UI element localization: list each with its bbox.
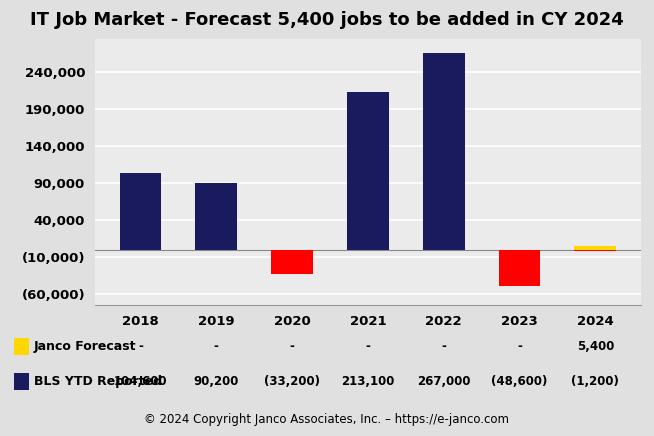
- Bar: [574, 246, 616, 250]
- Text: (1,200): (1,200): [572, 375, 619, 388]
- Text: 267,000: 267,000: [417, 375, 470, 388]
- Text: -: -: [138, 340, 143, 353]
- Bar: [271, 250, 313, 274]
- Text: IT Job Market - Forecast 5,400 jobs to be added in CY 2024: IT Job Market - Forecast 5,400 jobs to b…: [30, 11, 624, 29]
- Text: -: -: [290, 340, 294, 353]
- Bar: [196, 183, 237, 250]
- Text: (33,200): (33,200): [264, 375, 320, 388]
- Bar: [120, 173, 162, 250]
- Bar: [423, 53, 464, 250]
- Bar: [574, 250, 616, 251]
- Text: 104,600: 104,600: [114, 375, 167, 388]
- Text: 213,100: 213,100: [341, 375, 394, 388]
- Text: -: -: [441, 340, 446, 353]
- Text: -: -: [214, 340, 218, 353]
- Text: -: -: [366, 340, 370, 353]
- Text: © 2024 Copyright Janco Associates, Inc. – https://e-janco.com: © 2024 Copyright Janco Associates, Inc. …: [145, 413, 509, 426]
- Text: Janco Forecast: Janco Forecast: [34, 340, 137, 353]
- Bar: [347, 92, 388, 250]
- Text: BLS YTD Reported: BLS YTD Reported: [34, 375, 162, 388]
- Bar: [498, 250, 540, 286]
- Text: (48,600): (48,600): [491, 375, 547, 388]
- Text: 90,200: 90,200: [194, 375, 239, 388]
- Text: -: -: [517, 340, 522, 353]
- Text: 5,400: 5,400: [577, 340, 614, 353]
